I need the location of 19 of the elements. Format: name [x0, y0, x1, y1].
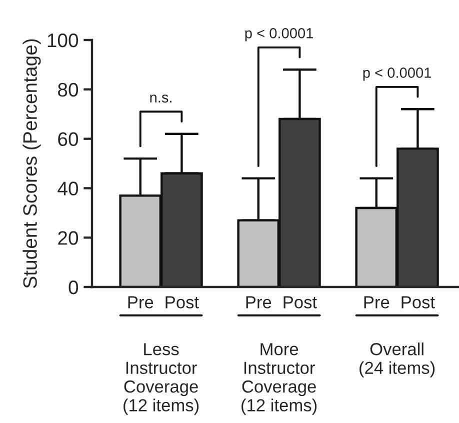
y-tick-label: 60 [58, 132, 78, 146]
x-tick-label: Less Instructor Coverage (12 items) [124, 343, 199, 415]
x-tick-label: More Instructor Coverage (12 items) [242, 343, 317, 415]
text: Post [402, 296, 435, 308]
text: Pre [364, 296, 390, 308]
series-label: Pre [128, 296, 154, 308]
y-tick-label: 80 [58, 82, 78, 97]
y-tick-label: 100 [48, 33, 78, 48]
annotation: p < 0.0001 [245, 28, 313, 42]
annotation: n.s. [150, 94, 172, 103]
x-tick-label: Overall (24 items) [360, 342, 435, 378]
series-label: Post [166, 296, 199, 308]
text: Post [284, 296, 317, 308]
y-tick-label: 0 [68, 280, 78, 294]
text: Pre [246, 296, 272, 308]
y-tick-label: 40 [58, 182, 78, 196]
y-axis-title: Student Scores (Percentage) [22, 39, 41, 288]
y-tick-label: 20 [58, 231, 78, 245]
annotation: p < 0.0001 [363, 68, 432, 81]
